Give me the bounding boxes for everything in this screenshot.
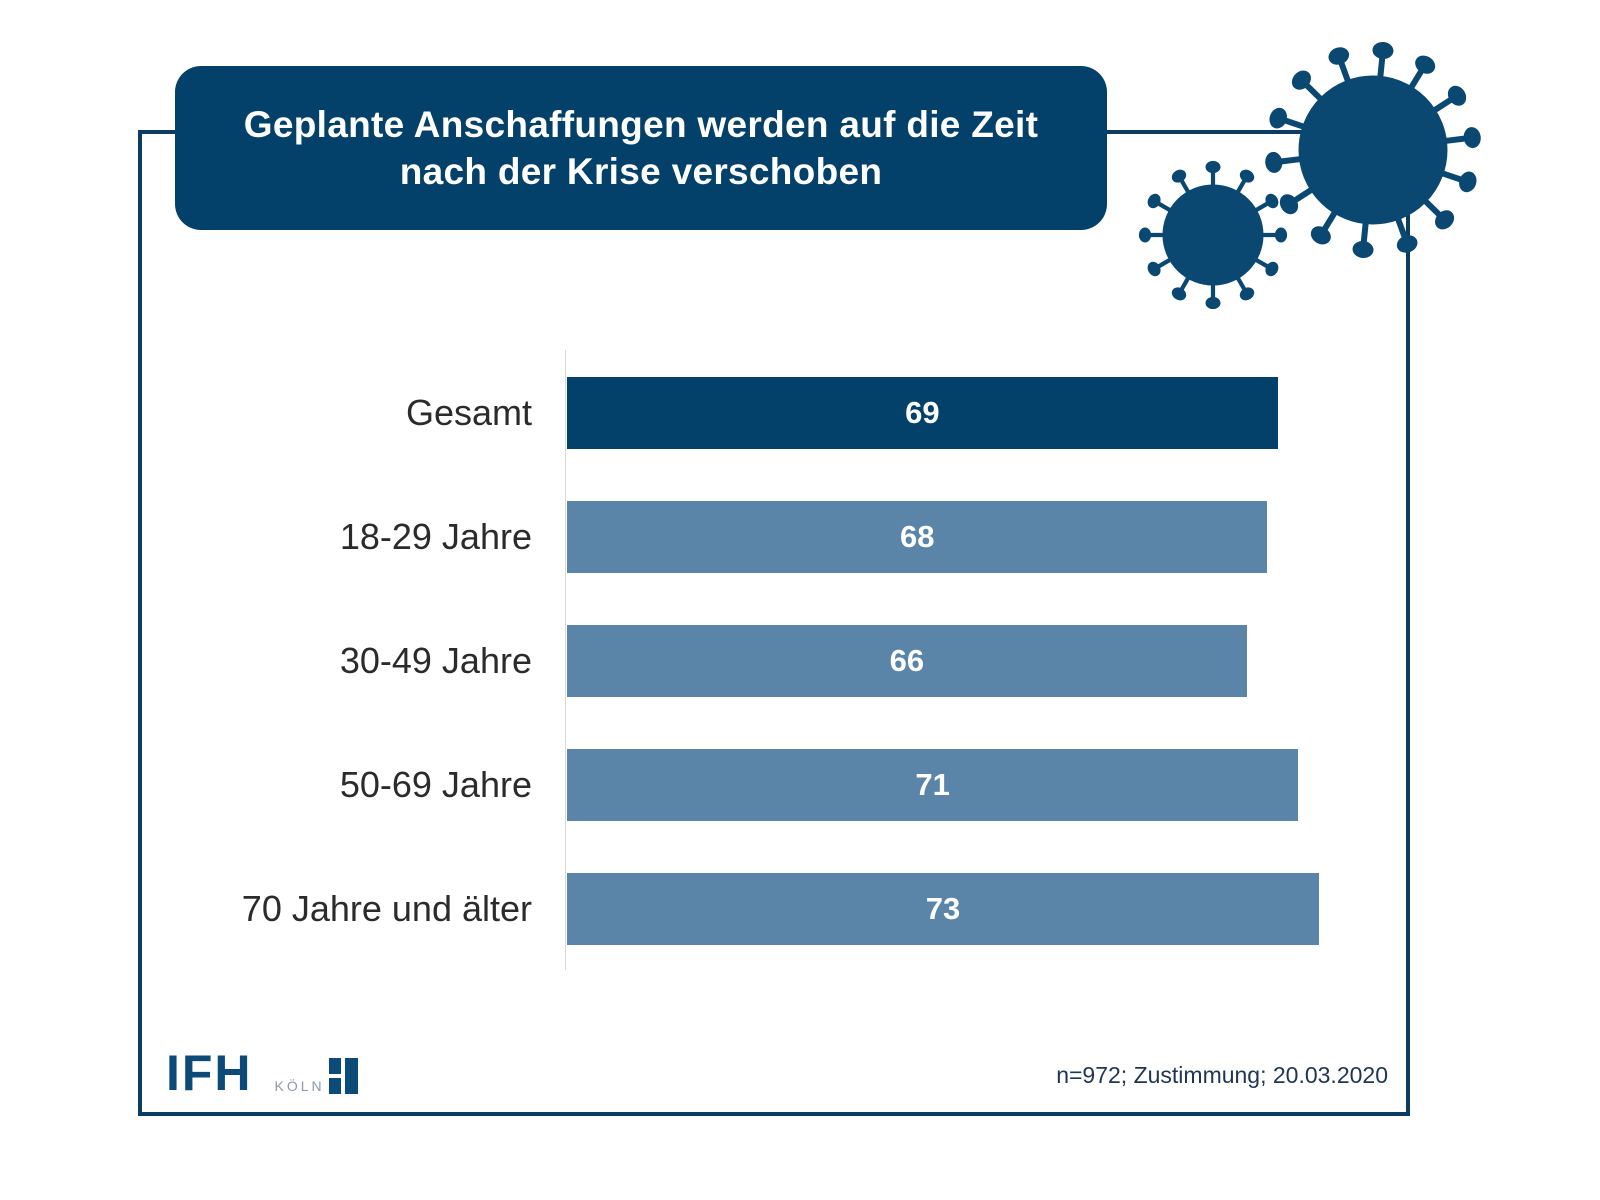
coronavirus-icon-small [1138, 160, 1288, 310]
chart-title-line-1: Geplante Anschaffungen werden auf die Ze… [243, 104, 1039, 145]
chart-title-line-2: nach der Krise verschoben [399, 151, 883, 192]
logo-text-ifh: IFH [166, 1045, 253, 1101]
category-label: Gesamt [405, 392, 532, 433]
category-label: 70 Jahre und älter [241, 888, 532, 929]
bar: 73 [567, 873, 1319, 945]
logo-mark-icon [328, 1058, 358, 1094]
bar-value-label: 66 [889, 643, 925, 678]
bar: 71 [567, 749, 1299, 821]
logo-text-koeln: KÖLN [274, 1078, 325, 1094]
bar-value-label: 73 [925, 891, 961, 926]
coronavirus-icon-large [1265, 41, 1481, 259]
bar-value-label: 71 [915, 767, 950, 802]
bar: 69 [567, 377, 1278, 449]
footnote-sample-info: n=972; Zustimmung; 20.03.2020 [1056, 1062, 1388, 1088]
category-label: 18-29 Jahre [339, 516, 532, 557]
category-label: 50-69 Jahre [339, 764, 532, 805]
bar-value-label: 68 [899, 519, 935, 554]
title-banner: Geplante Anschaffungen werden auf die Ze… [175, 66, 1107, 230]
chart-title: Geplante Anschaffungen werden auf die Ze… [244, 101, 1039, 195]
bar: 66 [567, 625, 1247, 697]
bar: 68 [567, 501, 1268, 573]
ifh-koeln-logo: IFH KÖLN [166, 1045, 358, 1101]
category-label: 30-49 Jahre [339, 640, 532, 681]
category-axis-line [565, 350, 566, 970]
bar-value-label: 69 [905, 395, 940, 430]
